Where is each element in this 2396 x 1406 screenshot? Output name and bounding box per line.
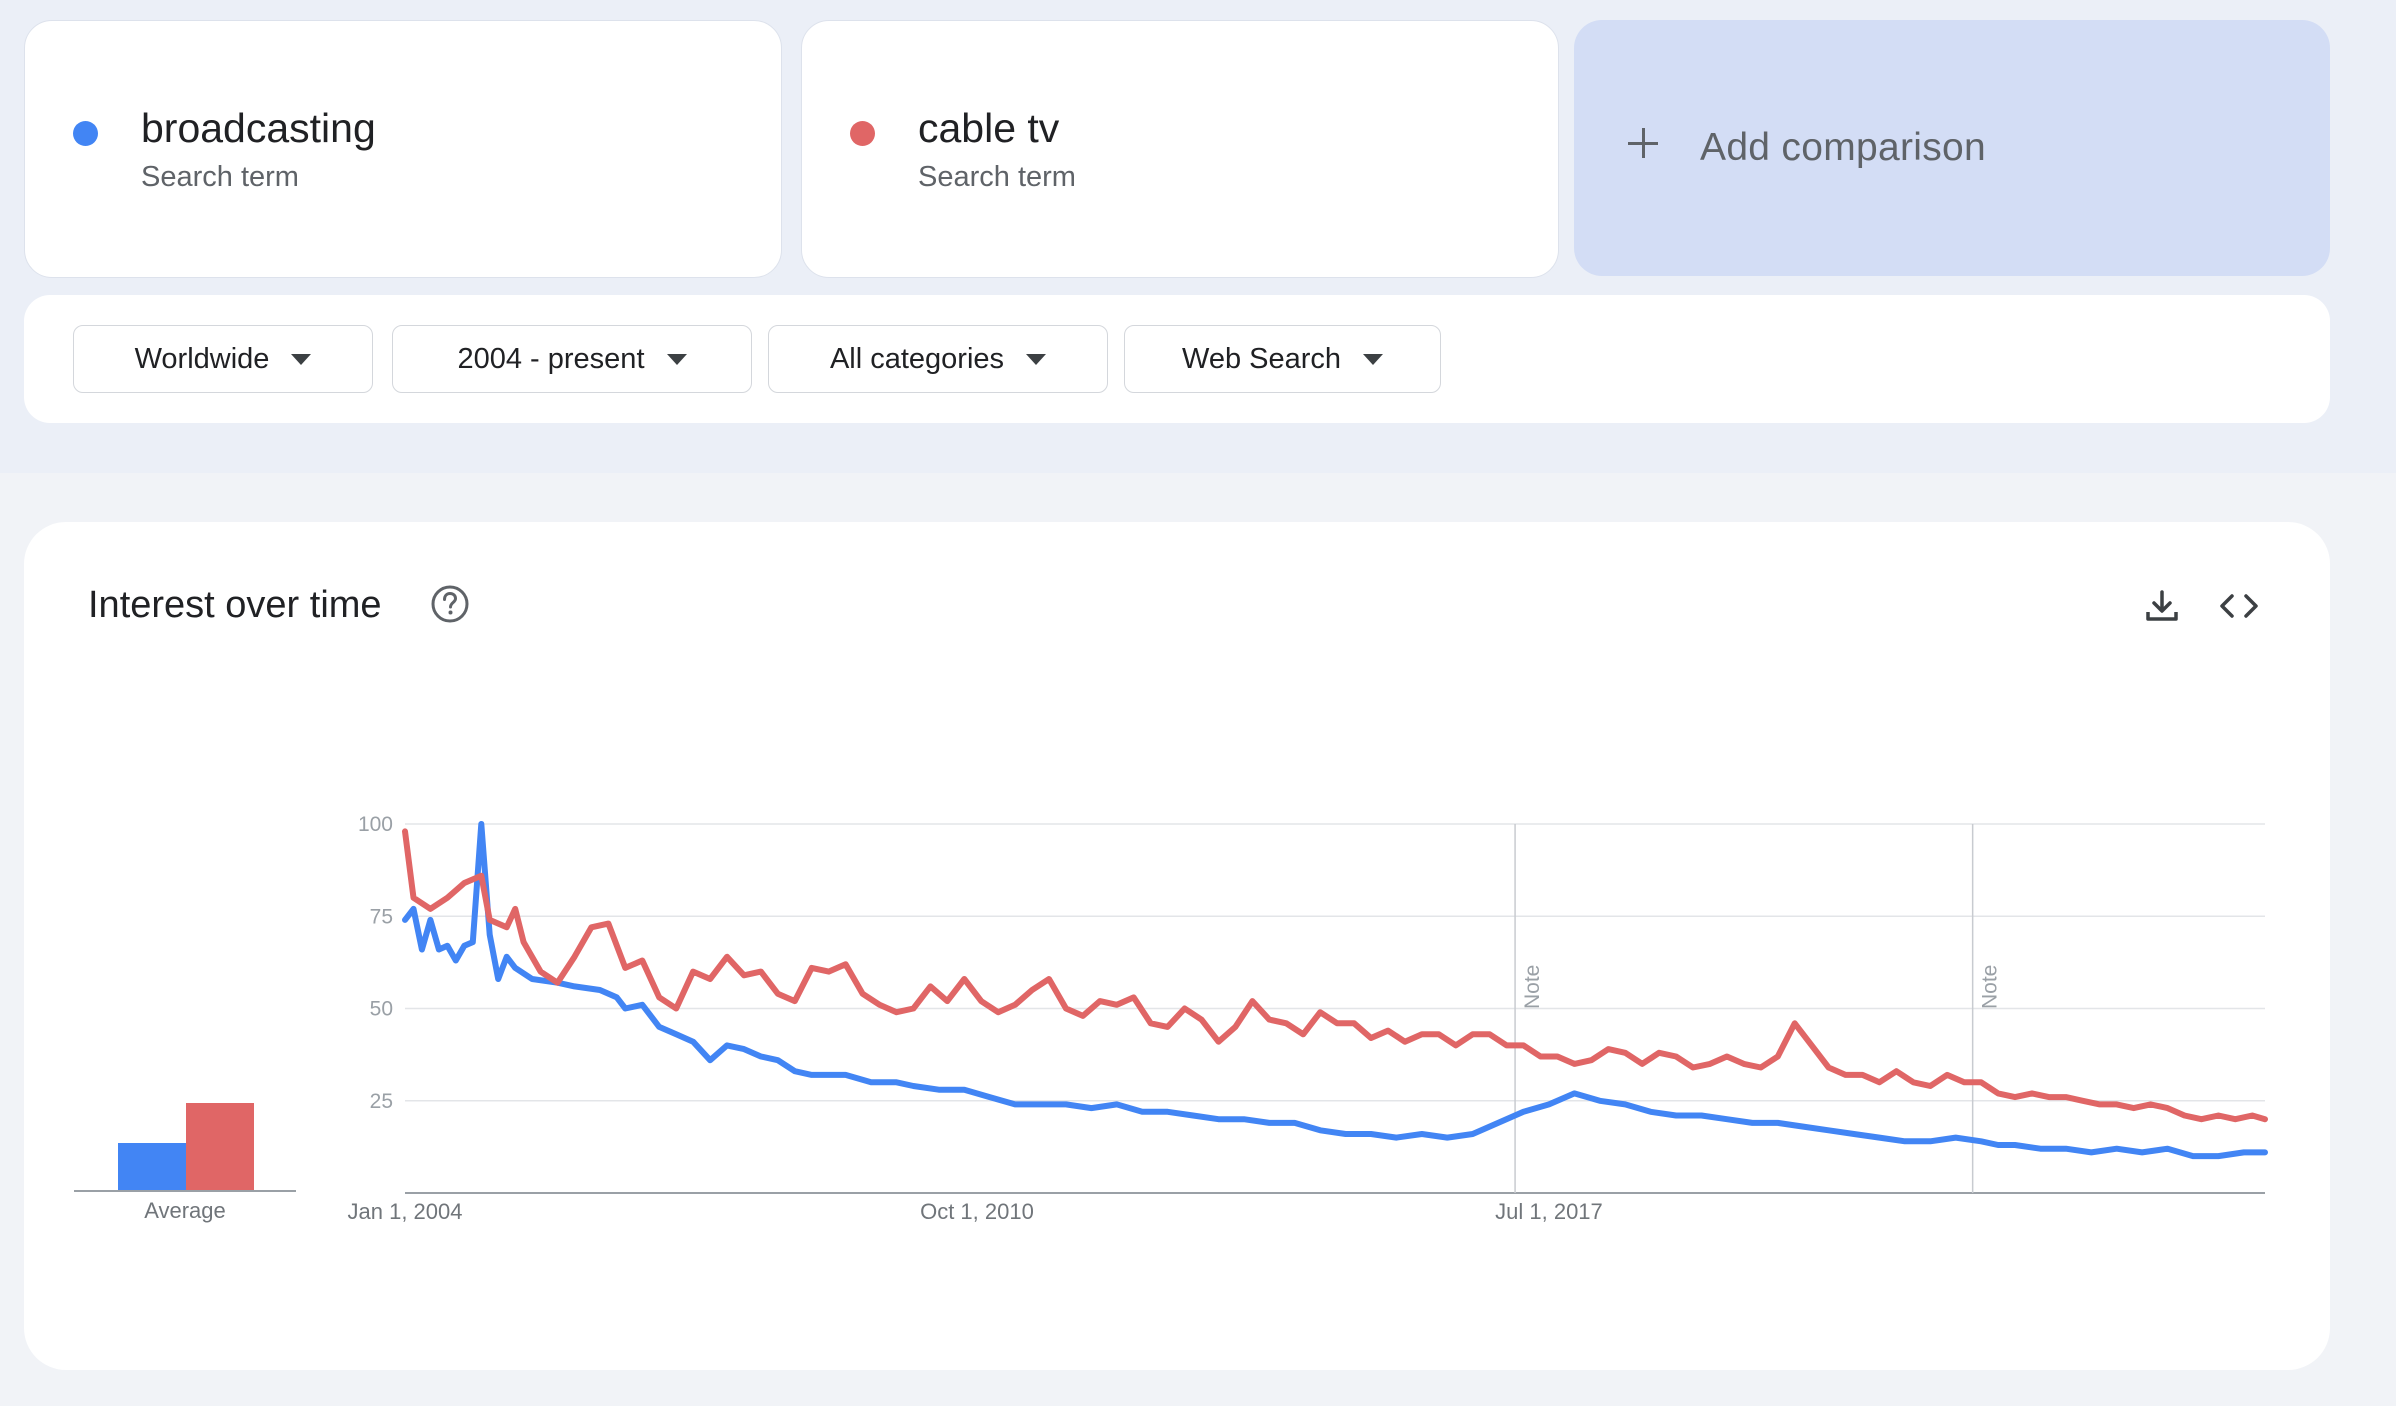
- plus-icon: [1628, 128, 1658, 158]
- series-line-cable-tv: [402, 828, 2268, 1123]
- download-icon[interactable]: [2142, 586, 2182, 626]
- y-tick-label: 75: [370, 905, 393, 928]
- x-tick-label: Oct 1, 2010: [920, 1199, 1034, 1224]
- term-color-dot: [73, 121, 98, 146]
- help-circle-icon[interactable]: [430, 584, 470, 624]
- note-label: Note: [1521, 965, 1544, 1009]
- time-range-label: 2004 - present: [457, 342, 645, 375]
- y-tick-label: 50: [370, 998, 393, 1021]
- y-tick-label: 25: [370, 1090, 393, 1113]
- add-comparison-button[interactable]: Add comparison: [1574, 20, 2330, 276]
- note-label: Note: [1979, 965, 2002, 1009]
- region-dropdown[interactable]: Worldwide: [73, 325, 373, 393]
- caret-down-icon: [1026, 353, 1047, 365]
- category-label: All categories: [829, 342, 1005, 375]
- section-title: Interest over time: [88, 584, 382, 626]
- term-card-broadcasting[interactable]: broadcasting Search term: [24, 20, 782, 278]
- add-comparison-label: Add comparison: [1700, 126, 1987, 169]
- region-label: Worldwide: [134, 342, 270, 375]
- average-bar-broadcasting: [118, 1143, 186, 1191]
- search-type-dropdown[interactable]: Web Search: [1124, 325, 1441, 393]
- average-label: Average: [144, 1198, 226, 1223]
- caret-down-icon: [1363, 353, 1384, 365]
- code-icon[interactable]: [2216, 588, 2262, 624]
- x-tick-label: Jul 1, 2017: [1495, 1199, 1603, 1224]
- interest-line-chart: 100 75 50 25 Note Note Jan 1, 2004 Oct 1, 2010 J…: [348, 813, 2268, 1224]
- time-range-dropdown[interactable]: 2004 - present: [392, 325, 752, 393]
- category-dropdown[interactable]: All categories: [768, 325, 1108, 393]
- term-subtitle: Search term: [918, 161, 1076, 193]
- search-type-label: Web Search: [1181, 342, 1342, 375]
- term-name[interactable]: broadcasting: [141, 105, 376, 151]
- caret-down-icon: [291, 353, 312, 365]
- interest-over-time-card: Interest over time: [24, 522, 2330, 1370]
- term-name[interactable]: cable tv: [918, 105, 1060, 151]
- average-bar-chart: [74, 1103, 296, 1192]
- y-tick-label: 100: [358, 813, 393, 836]
- caret-down-icon: [666, 353, 687, 365]
- filter-bar: Worldwide 2004 - present All categories …: [24, 295, 2330, 423]
- term-card-cable-tv[interactable]: cable tv Search term: [801, 20, 1559, 278]
- term-subtitle: Search term: [141, 161, 299, 193]
- average-bar-cable-tv: [186, 1103, 254, 1191]
- x-tick-label: Jan 1, 2004: [348, 1199, 463, 1224]
- term-color-dot: [850, 121, 875, 146]
